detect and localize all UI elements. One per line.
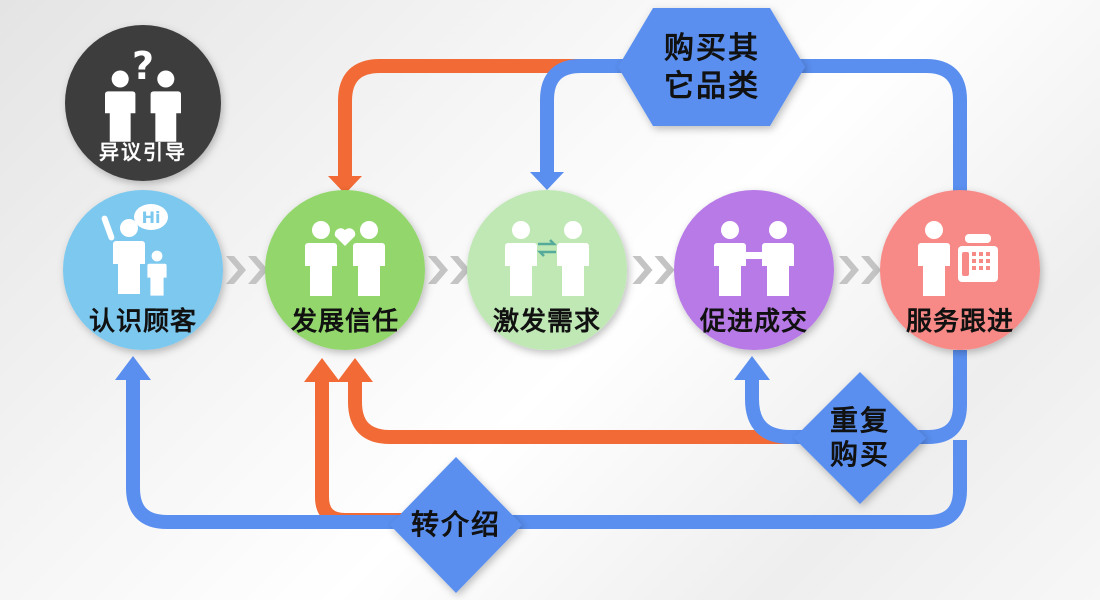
blue-path-referral bbox=[126, 378, 967, 529]
person-phone-icon bbox=[918, 221, 998, 296]
step-node-deal bbox=[674, 190, 834, 350]
blue-arrowhead-repeat bbox=[734, 356, 770, 380]
handshake-icon bbox=[714, 221, 794, 296]
buy-other-line1: 购买其 bbox=[664, 31, 760, 66]
people-heart-icon bbox=[305, 221, 385, 296]
orange-path-repeat bbox=[348, 380, 800, 444]
blue-path-repeat bbox=[745, 350, 967, 444]
repeat-purchase-label: 重复 购买 bbox=[810, 404, 910, 472]
greeting-people-icon: Hi bbox=[101, 204, 168, 296]
step-label-demand: 激发需求 bbox=[492, 307, 601, 337]
buy-other-label: 购买其 它品类 bbox=[632, 30, 792, 106]
chevron-right-icon bbox=[632, 256, 675, 284]
svg-text:?: ? bbox=[132, 44, 154, 88]
orange-path-buy-other bbox=[338, 59, 600, 180]
referral-diamond bbox=[390, 457, 522, 593]
buy-other-hexagon bbox=[618, 8, 805, 126]
chevron-right-icon bbox=[428, 256, 470, 284]
objection-label: 异议引导 bbox=[99, 140, 187, 164]
step-node-recognize bbox=[63, 190, 223, 350]
buy-other-line2: 它品类 bbox=[664, 69, 760, 104]
orange-arrowhead-top bbox=[328, 176, 362, 194]
repeat-purchase-diamond bbox=[794, 372, 926, 504]
step-label-deal: 促进成交 bbox=[699, 307, 808, 337]
orange-arrowhead-referral bbox=[304, 358, 340, 382]
repeat-line2: 购买 bbox=[829, 438, 890, 471]
objection-node bbox=[65, 25, 221, 181]
chevron-right-icon bbox=[839, 256, 881, 284]
hi-bubble-text: Hi bbox=[142, 208, 161, 227]
referral-label: 转介绍 bbox=[410, 508, 501, 541]
step-node-trust bbox=[265, 190, 425, 350]
question-people-icon: ? bbox=[105, 44, 181, 142]
step-label-recognize: 认识顾客 bbox=[88, 307, 197, 337]
step-label-trust: 发展信任 bbox=[290, 307, 399, 337]
step-node-demand bbox=[467, 190, 627, 350]
blue-arrowhead-buy-other bbox=[530, 172, 564, 190]
repeat-line1: 重复 bbox=[829, 404, 890, 437]
chevron-right-icon bbox=[226, 256, 268, 284]
orange-path-referral bbox=[315, 380, 410, 527]
orange-arrowhead-repeat bbox=[337, 358, 373, 382]
blue-arrowhead-referral bbox=[115, 356, 151, 380]
step-label-service: 服务跟进 bbox=[905, 307, 1014, 337]
people-exchange-icon bbox=[505, 221, 589, 296]
